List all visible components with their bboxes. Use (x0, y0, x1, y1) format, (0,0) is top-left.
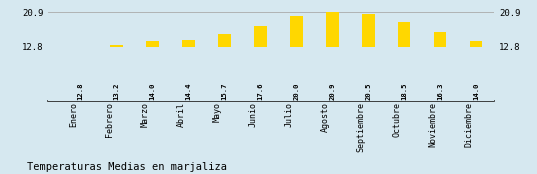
Bar (383, 47, 396, 101)
Bar (254, 26, 267, 101)
Bar (311, 47, 324, 101)
Text: 12.8: 12.8 (78, 83, 84, 100)
Bar (146, 41, 159, 101)
Bar (275, 47, 288, 101)
Bar (182, 40, 195, 101)
Bar (75, 47, 87, 101)
Bar (290, 16, 303, 101)
Text: 16.3: 16.3 (437, 83, 443, 100)
Text: 14.4: 14.4 (185, 83, 192, 100)
Text: 14.0: 14.0 (473, 83, 479, 100)
Bar (60, 47, 72, 101)
Bar (96, 47, 108, 101)
Bar (362, 14, 374, 101)
Bar (347, 47, 360, 101)
Bar (455, 47, 468, 101)
Bar (204, 47, 216, 101)
Bar (132, 47, 144, 101)
Text: 20.0: 20.0 (293, 83, 299, 100)
Bar (434, 32, 446, 101)
Bar (419, 47, 432, 101)
Bar (218, 34, 231, 101)
Text: 17.6: 17.6 (257, 83, 264, 100)
Text: 13.2: 13.2 (114, 83, 120, 100)
Bar (240, 47, 252, 101)
Bar (168, 47, 180, 101)
Bar (326, 12, 339, 101)
Text: 14.0: 14.0 (150, 83, 156, 100)
Bar (470, 41, 482, 101)
Bar (48, 47, 494, 101)
Text: 15.7: 15.7 (221, 83, 228, 100)
Text: Temperaturas Medias en marjaliza: Temperaturas Medias en marjaliza (27, 162, 227, 172)
Bar (398, 22, 410, 101)
Bar (110, 45, 123, 101)
Text: 20.5: 20.5 (365, 83, 371, 100)
Text: 20.9: 20.9 (329, 83, 335, 100)
Text: 18.5: 18.5 (401, 83, 407, 100)
